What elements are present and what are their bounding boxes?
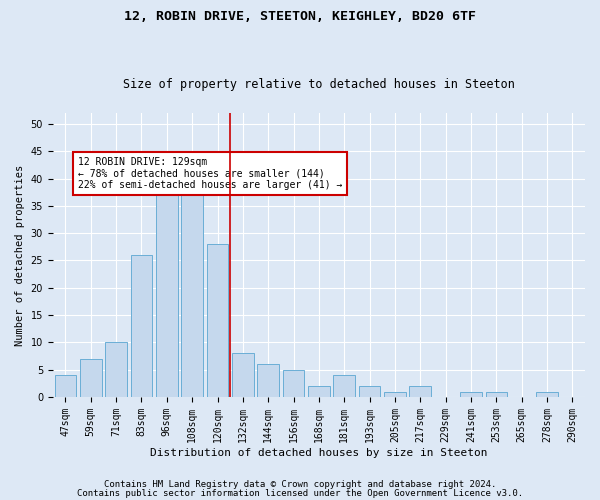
Bar [232,354,254,397]
X-axis label: Distribution of detached houses by size in Steeton: Distribution of detached houses by size … [150,448,488,458]
Bar [485,392,507,397]
Bar [207,244,228,397]
Bar [181,178,203,397]
Bar [283,370,304,397]
Text: 12 ROBIN DRIVE: 129sqm
← 78% of detached houses are smaller (144)
22% of semi-de: 12 ROBIN DRIVE: 129sqm ← 78% of detached… [78,156,343,190]
Text: Contains HM Land Registry data © Crown copyright and database right 2024.: Contains HM Land Registry data © Crown c… [104,480,496,489]
Bar [460,392,482,397]
Bar [536,392,558,397]
Bar [359,386,380,397]
Bar [131,255,152,397]
Bar [55,375,76,397]
Title: Size of property relative to detached houses in Steeton: Size of property relative to detached ho… [123,78,515,91]
Text: Contains public sector information licensed under the Open Government Licence v3: Contains public sector information licen… [77,488,523,498]
Y-axis label: Number of detached properties: Number of detached properties [15,164,25,346]
Bar [334,375,355,397]
Bar [308,386,329,397]
Bar [106,342,127,397]
Bar [156,190,178,397]
Text: 12, ROBIN DRIVE, STEETON, KEIGHLEY, BD20 6TF: 12, ROBIN DRIVE, STEETON, KEIGHLEY, BD20… [124,10,476,23]
Bar [257,364,279,397]
Bar [409,386,431,397]
Bar [80,358,101,397]
Bar [384,392,406,397]
